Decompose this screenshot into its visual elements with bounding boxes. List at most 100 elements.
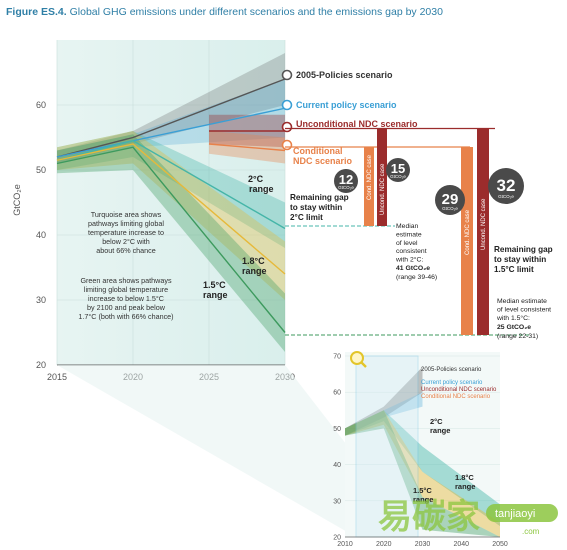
inset-x-ticks: 2010 2020 2030 2040 2050 [337, 541, 508, 548]
gap-circles: 12 GtCO₂e 15 GtCO₂e 29 GtCO₂e 32 GtCO₂e [334, 158, 524, 215]
gap-circle-15 [386, 158, 410, 182]
marker-conditional-ndc [281, 139, 293, 151]
gap-value-12: 12 [339, 172, 353, 187]
label-2c-range-2: range [249, 184, 274, 194]
median-15c-value: 25 GtCO₂e [497, 324, 531, 331]
inset-y-tick: 70 [333, 354, 341, 361]
gap-circle-29 [435, 185, 465, 215]
gap-2c-label-1: Remaining gap [290, 193, 349, 202]
gap-bar-uncond-15c-text: Uncond. NDC case [481, 198, 487, 250]
inset-y-tick: 20 [333, 535, 341, 542]
gap-bar-cond-2c-text: Cond. NDC case [367, 154, 373, 200]
gap-bar-uncond-2c [377, 128, 387, 226]
y-tick-label: 30 [36, 295, 46, 305]
band-4 [57, 131, 285, 248]
turquoise-note-line: pathways limiting global [88, 219, 164, 228]
series-line-3 [208, 143, 286, 152]
median-2c-line: estimate [396, 231, 422, 238]
series-line-5 [56, 143, 286, 275]
median-15c-line: with 1.5°C: [496, 314, 530, 322]
gap-bars: Cond. NDC case Uncond. NDC case Cond. ND… [364, 128, 489, 335]
green-note-line: by 2100 and peak below [87, 303, 166, 312]
inset-label-2005: 2005-Policies scenario [421, 367, 482, 373]
green-note-line: 1.7°C (both with 66% chance) [78, 312, 173, 321]
gap-15c-label-2: to stay within [494, 255, 546, 264]
y-tick-label: 50 [36, 165, 46, 175]
inset-y-tick: 40 [333, 462, 341, 469]
inset-band-4 [345, 410, 500, 537]
gap-unit-15: GtCO₂e [390, 174, 406, 179]
inset-label-18c-1: 1.8°C [455, 473, 474, 482]
label-2c-range-1: 2°C [248, 174, 264, 184]
band-5 [57, 131, 285, 300]
label-current-policy: Current policy scenario [296, 100, 397, 110]
watermark-domain-text: .com [522, 527, 540, 536]
inset-x-tick: 2050 [492, 541, 508, 548]
gap-unit-32: GtCO₂e [498, 194, 514, 199]
inset-y-tick: 60 [333, 390, 341, 397]
turquoise-note-line: below 2°C with [102, 237, 150, 246]
gap-annotations: Remaining gap to stay within 2°C limit R… [290, 193, 553, 340]
median-2c-line: consistent [396, 248, 427, 255]
inset-bands [345, 366, 500, 537]
gap-bar-cond-2c [364, 147, 374, 226]
inset-x-tick: 2030 [415, 541, 431, 548]
gap-circle-12 [334, 169, 358, 193]
magnifier-icon-handle [360, 361, 367, 368]
inset-label-18c-2: range [455, 482, 475, 491]
inset-label-15c-2: range [413, 495, 433, 504]
label-15c-range-2: range [203, 290, 228, 300]
median-15c-range: (range 22-31) [497, 333, 538, 340]
watermark: 易碳家 tanjiaoyi .com [378, 498, 558, 536]
marker-current-policy [281, 99, 293, 111]
inset-x-tick: 2010 [337, 541, 353, 548]
gap-2c-label-3: 2°C limit [290, 213, 323, 222]
y-tick-label: 20 [36, 360, 46, 370]
label-15c-range-1: 1.5°C [203, 280, 226, 290]
scenario-lines [56, 78, 286, 333]
gridlines [56, 40, 286, 366]
y-axis-ticks: 20 30 40 50 60 [36, 100, 46, 370]
band-0 [57, 53, 285, 164]
figure-label: Figure ES.4. [6, 6, 67, 18]
green-note-line: increase to below 1.5°C [88, 294, 164, 303]
gap-15c-label-3: 1.5°C limit [494, 265, 534, 274]
gap-bar-uncond-2c-text: Uncond. NDC case [380, 163, 386, 215]
median-2c-range: (range 39-46) [396, 274, 437, 281]
inset-label-cond: Conditional NDC scenario [421, 394, 491, 400]
label-2005-policies: 2005-Policies scenario [296, 70, 393, 80]
inset-band-0 [345, 366, 423, 436]
gap-unit-12: GtCO₂e [338, 185, 354, 190]
series-line-6 [56, 146, 286, 333]
label-conditional-ndc-1: Conditional [293, 146, 343, 156]
inset-band-1 [345, 392, 423, 436]
y-tick-label: 40 [36, 230, 46, 240]
scenario-labels: 2005-Policies scenario Current policy sc… [281, 69, 418, 166]
median-15c-line: Median estimate [497, 298, 547, 305]
gap-bar-cond-15c-text: Cond. NDC case [465, 209, 471, 255]
x-tick-label: 2015 [47, 372, 67, 382]
watermark-cn-text: 易碳家 [378, 498, 480, 536]
gap-circle-32 [488, 168, 524, 204]
watermark-en-text: tanjiaoyi [495, 508, 535, 520]
turquoise-note-line: Turquoise area shows [91, 210, 162, 219]
median-2c-value: 41 GtCO₂e [396, 265, 430, 272]
gap-2c-label-2: to stay within [290, 203, 342, 212]
inset-label-current: Current policy scenario [421, 380, 483, 386]
gap-bar-uncond-15c [477, 128, 489, 335]
series-line-0 [56, 78, 286, 158]
turquoise-note-line: about 66% chance [96, 246, 156, 255]
gap-bar-cond-15c [461, 147, 473, 335]
green-note-line: Green area shows pathways [80, 276, 171, 285]
inset-y-tick: 30 [333, 498, 341, 505]
inset-band-3 [345, 410, 500, 537]
gap-value-15: 15 [391, 161, 405, 176]
marker-unconditional-ndc [281, 121, 293, 133]
figure-title: Figure ES.4. Global GHG emissions under … [6, 6, 443, 18]
median-2c-line: of level [396, 240, 418, 247]
